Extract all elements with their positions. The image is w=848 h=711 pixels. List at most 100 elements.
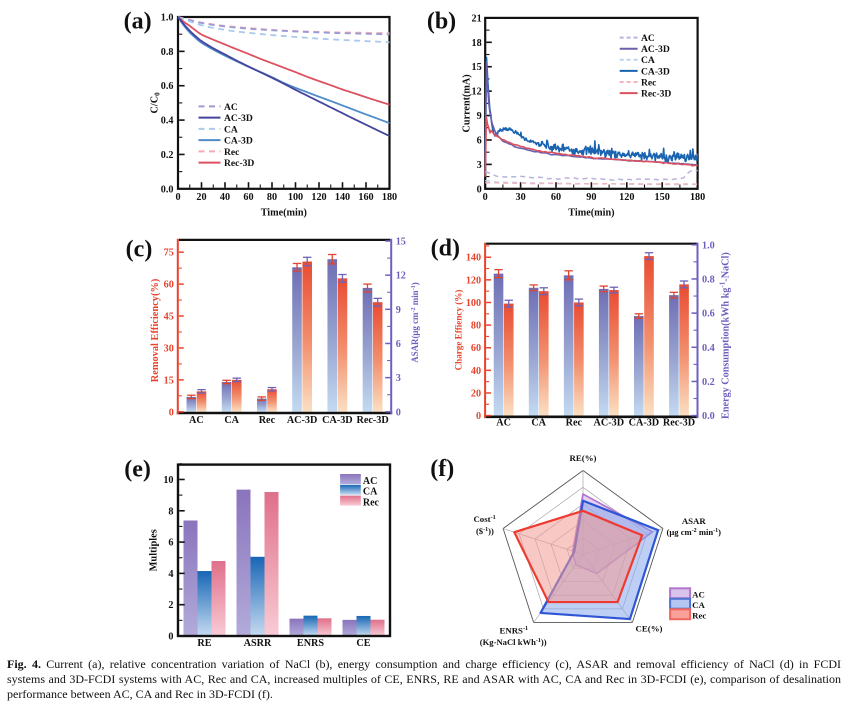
svg-text:20: 20 [196,192,206,203]
svg-text:(b): (b) [427,9,456,35]
svg-text:0: 0 [476,411,481,422]
svg-text:ASAR: ASAR [682,516,707,526]
svg-text:(f): (f) [430,456,454,482]
svg-text:0.8: 0.8 [702,275,715,286]
svg-text:90: 90 [586,192,596,203]
svg-text:CA: CA [224,415,239,426]
svg-text:AC-3D: AC-3D [641,44,670,55]
svg-text:21: 21 [472,13,482,24]
svg-text:CA-3D: CA-3D [629,418,660,429]
svg-text:15: 15 [164,375,174,386]
svg-text:CA: CA [224,124,238,135]
svg-text:6: 6 [168,538,173,549]
svg-text:ENRS: ENRS [297,638,325,649]
svg-text:(d): (d) [431,236,460,262]
svg-text:Rec: Rec [224,147,240,158]
svg-text:AC-3D: AC-3D [224,113,253,124]
svg-text:CA-3D: CA-3D [224,136,253,147]
svg-text:8: 8 [168,506,173,517]
svg-text:(μg cm-2 min-1): (μg cm-2 min-1) [667,527,722,537]
svg-text:CE: CE [356,638,370,649]
svg-text:180: 180 [382,192,397,203]
svg-text:CA: CA [641,55,655,66]
svg-text:CA: CA [531,418,546,429]
svg-text:Charge Effiency (%): Charge Effiency (%) [454,290,464,371]
svg-text:120: 120 [466,275,481,286]
svg-text:0.0: 0.0 [702,411,715,422]
svg-text:60: 60 [164,280,174,291]
svg-text:0.0: 0.0 [161,184,174,195]
svg-text:0.6: 0.6 [702,309,715,320]
svg-text:75: 75 [164,248,174,259]
svg-text:180: 180 [690,192,705,203]
svg-text:Rec: Rec [641,77,657,88]
svg-text:3: 3 [396,373,401,384]
svg-text:ASAR(μg cm-2 min-1): ASAR(μg cm-2 min-1) [410,282,420,362]
svg-text:3: 3 [477,160,482,171]
svg-text:AC-3D: AC-3D [287,415,318,426]
svg-text:Rec: Rec [566,418,583,429]
svg-text:(Kg-NaCl kWh-1)): (Kg-NaCl kWh-1)) [480,637,547,647]
svg-text:0: 0 [483,192,488,203]
svg-text:Rec-3D: Rec-3D [663,418,695,429]
svg-text:AC: AC [224,102,238,113]
svg-text:0: 0 [175,192,180,203]
svg-text:120: 120 [619,192,634,203]
svg-text:60: 60 [551,192,561,203]
svg-text:Rec: Rec [363,498,380,509]
svg-text:1.0: 1.0 [702,240,715,251]
svg-text:4: 4 [168,569,173,580]
svg-text:Rec-3D: Rec-3D [641,89,671,100]
svg-text:CA-3D: CA-3D [322,415,353,426]
svg-text:40: 40 [220,192,230,203]
svg-text:C/C0: C/C0 [150,92,162,114]
svg-text:100: 100 [288,192,303,203]
svg-text:2: 2 [168,600,173,611]
svg-text:Time(min): Time(min) [261,207,307,218]
svg-text:AC: AC [692,590,705,600]
svg-text:Current(mA): Current(mA) [462,74,473,132]
svg-text:45: 45 [164,312,174,323]
svg-text:ENRS-1: ENRS-1 [499,625,528,635]
svg-text:0.2: 0.2 [161,150,174,161]
svg-text:($-1)): ($-1)) [476,526,494,536]
svg-text:Rec: Rec [259,415,276,426]
svg-text:80: 80 [267,192,277,203]
svg-text:CA: CA [363,487,378,498]
svg-text:80: 80 [471,321,481,332]
svg-text:15: 15 [396,237,406,248]
svg-text:Multiples: Multiples [149,529,160,571]
svg-text:0: 0 [168,632,173,643]
svg-text:6: 6 [477,136,482,147]
svg-text:AC: AC [641,33,655,44]
svg-text:Energy Consumption(kWh kg-1-Na: Energy Consumption(kWh kg-1-NaCl) [719,252,732,419]
svg-text:60: 60 [243,192,253,203]
svg-text:140: 140 [335,192,350,203]
svg-text:12: 12 [472,87,482,98]
svg-text:AC-3D: AC-3D [594,418,625,429]
svg-text:100: 100 [466,298,481,309]
svg-text:30: 30 [516,192,526,203]
svg-text:Rec: Rec [692,611,706,621]
svg-text:AC: AC [363,476,377,487]
svg-text:0.6: 0.6 [161,81,174,92]
svg-text:12: 12 [396,271,406,282]
svg-text:CE(%): CE(%) [636,624,663,634]
svg-text:120: 120 [311,192,326,203]
svg-text:0: 0 [169,407,174,418]
svg-text:15: 15 [472,62,482,73]
svg-text:60: 60 [471,343,481,354]
svg-text:0.4: 0.4 [702,343,715,354]
svg-text:0.2: 0.2 [702,377,715,388]
svg-text:RE: RE [197,638,211,649]
svg-text:Cost-1: Cost-1 [473,514,495,524]
svg-text:140: 140 [466,253,481,264]
svg-text:AC: AC [496,418,511,429]
svg-text:20: 20 [471,389,481,400]
svg-text:(c): (c) [126,237,153,263]
svg-text:RE(%): RE(%) [570,453,597,463]
svg-text:Rec-3D: Rec-3D [356,415,388,426]
svg-text:Removal Efficiency(%): Removal Efficiency(%) [150,279,161,383]
svg-text:0: 0 [396,407,401,418]
svg-text:Rec-3D: Rec-3D [224,158,254,169]
